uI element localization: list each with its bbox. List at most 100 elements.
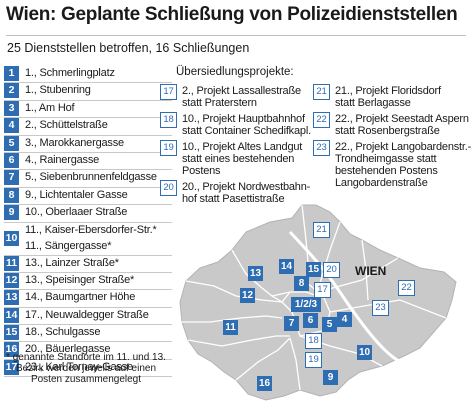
list-item: 2 1., Stubenring [4,83,172,101]
relocation-line: Postens [182,165,221,177]
relocation-text: 10., Projekt Hauptbahnhof statt Containe… [182,113,311,137]
map-marker-7: 7 [284,316,299,331]
relocation-line: statt Rosenbergstraße [335,125,440,137]
map-marker-1-2-3: 1/2/3 [291,297,321,312]
legend-number: 9 [4,205,19,221]
list-item: 10 11., Kaiser-Ebersdorfer-Str.* 11., Säng… [4,223,172,256]
relocation-text: 20., Projekt Nordwestbahn- hof statt Pas… [182,181,310,205]
relocation-line: hof statt Pasettistraße [182,193,285,205]
list-item: 5 3., Marokkanergasse [4,135,172,153]
legend-number: 13 [4,290,19,306]
legend-label: 4., Rainergasse [25,153,100,166]
map-marker-5: 5 [322,317,337,332]
list-item: 7 5., Siebenbrunnenfeldgasse [4,170,172,188]
list-item: 15 18., Schulgasse [4,325,172,343]
map-relocation-19: 19 [305,352,322,368]
list-item: 6 4., Rainergasse [4,152,172,171]
relocation-number: 20 [160,180,177,196]
legend-number: 16 [4,342,19,358]
list-item: 8 9., Lichtentaler Gasse [4,187,172,206]
relocation-line: Langobardenstraße [335,177,428,189]
relocation-text: 10., Projekt Altes Landgut statt eines b… [182,141,302,177]
legend-number: 2 [4,83,19,99]
list-item: 13 14., Baumgartner Höhe [4,290,172,308]
map-marker-8: 8 [294,276,309,291]
relocation-line: 22., Projekt Langobardenstr.- [335,141,472,153]
map-marker-9: 9 [323,370,338,385]
relocation-number: 18 [160,112,177,128]
relocation-number: 23 [313,140,330,156]
map-marker-15: 15 [306,262,321,277]
map-marker-10: 10 [357,345,372,360]
legend-label: 1., Schmerlingplatz [25,67,115,79]
legend-number: 10 [4,230,19,246]
relocation-number: 21 [313,84,330,100]
legend-label: 5., Siebenbrunnenfeldgasse [25,171,157,184]
relocation-line: 10., Projekt Altes Landgut [182,141,303,153]
legend-number: 5 [4,135,19,151]
legend-label: 11., Kaiser-Ebersdorfer-Str.* [25,223,157,236]
list-item: 17 23., Karl Tornay-Gasse [4,359,172,378]
map-city-label: WIEN [355,264,387,278]
relocation-line: statt Container Schedifkapl. [182,125,311,137]
map-marker-6: 6 [303,313,318,328]
closure-legend: 1 1., Schmerlingplatz 2 1., Stubenring 3 1.… [4,66,172,378]
relocation-line: statt Berlagasse [335,97,411,109]
legend-label: 13., Speisinger Straße* [25,273,135,286]
legend-number: 15 [4,325,19,341]
relocation-heading: Übersiedlungsprojekte: [176,66,294,78]
map-relocation-23: 23 [372,300,389,316]
legend-number: 12 [4,272,19,288]
relocation-line: bestehenden Postens [335,165,438,177]
page-title: Wien: Geplante Schließung von Polizeidie… [6,4,458,25]
legend-label: 1., Am Hof [25,101,75,114]
map-marker-16: 16 [257,376,272,391]
relocation-number: 17 [160,84,177,100]
legend-label: 18., Schulgasse [25,326,101,339]
list-item: 14 17., Neuwaldegger Straße [4,307,172,326]
page-subtitle: 25 Dienststellen betroffen, 16 Schließun… [7,41,250,55]
title-divider [6,35,466,36]
legend-number: 8 [4,187,19,203]
legend-number: 6 [4,152,19,168]
list-item: 11 13., Lainzer Straße* [4,255,172,273]
legend-label: 3., Marokkanergasse [25,136,124,149]
map-marker-11: 11 [223,320,238,335]
map-relocation-17: 17 [314,282,331,298]
legend-label: 23., Karl Tornay-Gasse [25,360,133,373]
relocation-line: 22., Projekt Seestadt Aspern [335,113,469,125]
relocation-text: 22., Projekt Langobardenstr.- Trondheimg… [335,141,471,189]
legend-label: 13., Lainzer Straße* [25,256,119,269]
map-relocation-20: 20 [323,262,340,278]
legend-number: 17 [4,359,19,375]
map-marker-14: 14 [279,259,294,274]
relocation-number: 19 [160,140,177,156]
relocation-text: 2., Projekt Lassallestraße statt Praters… [182,85,301,109]
footnote: * genannte Standorte im 11. und 13. Bezi… [6,352,166,385]
danube-river [288,230,421,374]
map-relocation-18: 18 [305,333,322,349]
map-relocation-21: 21 [313,222,330,238]
list-item: 1 1., Schmerlingplatz [4,66,172,84]
legend-number: 1 [4,66,19,81]
list-item: 4 2., Schüttelstraße [4,118,172,136]
list-item: 12 13., Speisinger Straße* [4,272,172,291]
map-marker-12: 12 [240,288,255,303]
legend-label: 17., Neuwaldegger Straße [25,308,149,321]
legend-label: 10., Oberlaaer Straße [25,206,128,219]
legend-label: 20., Bäuerlegasse [25,343,111,356]
legend-number: 3 [4,100,19,116]
legend-label: 9., Lichtentaler Gasse [25,188,128,201]
list-item: 3 1., Am Hof [4,100,172,119]
legend-label: 1., Stubenring [25,84,91,97]
legend-number: 4 [4,118,19,134]
list-item: 9 10., Oberlaaer Straße [4,205,172,223]
list-item: 16 20., Bäuerlegasse [4,342,172,360]
legend-label-2: 11., Sängergasse* [25,239,112,252]
legend-number: 7 [4,170,19,186]
relocation-line: 10., Projekt Hauptbahnhof [182,113,305,125]
relocation-line: statt Praterstern [182,97,257,109]
legend-number: 11 [4,255,19,271]
relocation-number: 22 [313,112,330,128]
relocation-line: statt eines bestehenden [182,153,295,165]
